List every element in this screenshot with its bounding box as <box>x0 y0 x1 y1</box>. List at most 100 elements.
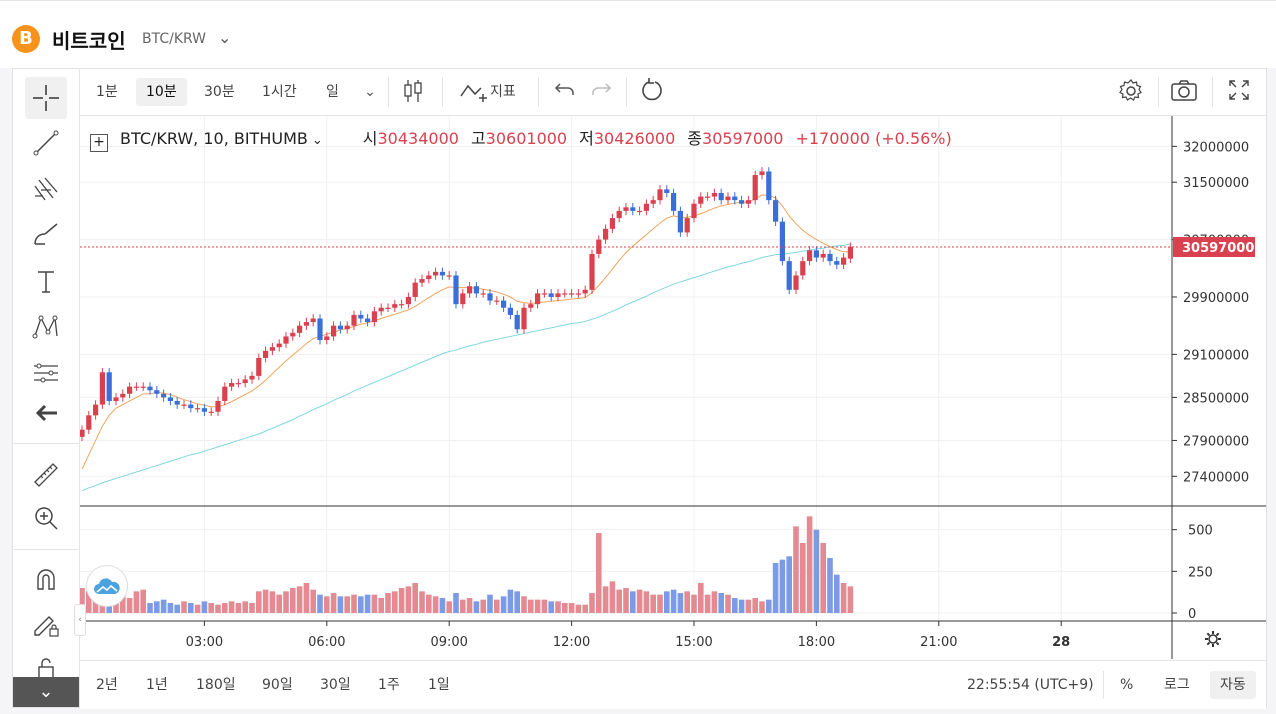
candle-type-icon[interactable] <box>400 78 426 106</box>
candle-body <box>841 257 847 265</box>
volume-bar <box>426 594 432 613</box>
volume-bar <box>317 594 323 613</box>
candle-body <box>745 200 751 204</box>
candle-body <box>426 275 432 280</box>
candle-body <box>630 207 636 211</box>
undo-icon[interactable] <box>552 78 578 106</box>
volume-bar <box>358 596 364 613</box>
volume-bar <box>528 599 534 613</box>
candle-body <box>562 293 568 295</box>
redo-icon[interactable] <box>588 78 614 106</box>
price-tick-label: 29100000 <box>1183 348 1249 363</box>
pattern-icon[interactable] <box>25 306 67 348</box>
price-tick-label: 28500000 <box>1183 391 1249 406</box>
coin-pair-selector[interactable]: BTC/KRW <box>142 31 207 47</box>
candle-body <box>297 325 303 333</box>
legend-symbol[interactable]: BTC/KRW, 10, BITHUMB <box>120 129 308 148</box>
volume-bar <box>446 601 452 613</box>
percent-scale-button[interactable]: % <box>1120 677 1134 693</box>
candle-body <box>732 196 738 201</box>
time-tick-label: 03:00 <box>186 635 223 650</box>
toolbar-divider <box>626 77 627 107</box>
auto-scale-button[interactable]: 자동 <box>1210 671 1256 699</box>
volume-bar <box>249 603 255 613</box>
candle-body <box>235 383 241 385</box>
range-1w[interactable]: 1주 <box>378 677 400 693</box>
brush-icon[interactable] <box>25 214 67 256</box>
camera-icon[interactable] <box>1170 78 1198 106</box>
volume-bar <box>745 599 752 613</box>
expand-legend-icon[interactable]: + <box>90 134 108 152</box>
collapse-tools-icon[interactable]: ‹ <box>74 604 86 636</box>
range-1d[interactable]: 1일 <box>428 677 450 693</box>
timeframe-1m[interactable]: 1분 <box>96 84 118 100</box>
chevron-down-icon[interactable]: ⌄ <box>218 28 232 47</box>
candle-body <box>433 271 439 276</box>
candle-body <box>698 196 704 204</box>
timeframe-1h[interactable]: 1시간 <box>262 84 297 100</box>
range-30d[interactable]: 30일 <box>320 677 351 693</box>
volume-bar <box>827 558 833 613</box>
chevron-down-icon[interactable]: ⌄ <box>364 84 376 100</box>
candle-body <box>779 221 785 262</box>
candle-body <box>188 404 194 409</box>
volume-bar <box>194 604 201 613</box>
timeframe-10m[interactable]: 10분 <box>136 78 187 106</box>
volume-tick-label: 0 <box>1188 607 1196 622</box>
refresh-icon[interactable] <box>640 78 666 106</box>
volume-bar <box>269 591 276 613</box>
ruler-icon[interactable] <box>25 454 67 496</box>
chart-toolbar: 1분 10분 30분 1시간 일 ⌄ 지표 <box>80 69 1266 116</box>
zoom-in-icon[interactable] <box>25 497 67 539</box>
volume-bar <box>276 594 282 613</box>
volume-bar <box>602 586 609 613</box>
text-icon[interactable] <box>25 260 67 302</box>
volume-bar <box>766 599 772 613</box>
fullscreen-icon[interactable] <box>1226 78 1252 106</box>
candle-body <box>494 300 500 302</box>
lock-pencil-icon[interactable] <box>25 603 67 645</box>
gear-icon[interactable] <box>1118 78 1144 106</box>
candle-body <box>800 261 806 276</box>
magnet-icon[interactable] <box>25 559 67 601</box>
indicator-button[interactable]: 지표 <box>490 84 516 100</box>
candle-body <box>671 192 677 211</box>
log-scale-button[interactable]: 로그 <box>1164 677 1190 693</box>
candle-body <box>664 189 670 193</box>
candle-body <box>331 325 337 337</box>
timeframe-day[interactable]: 일 <box>326 84 339 100</box>
range-90d[interactable]: 90일 <box>262 677 293 693</box>
tools-scroll-down-icon[interactable]: ⌄ <box>13 677 79 707</box>
volume-bar <box>575 604 582 613</box>
volume-bar <box>834 574 840 613</box>
clock-display[interactable]: 22:55:54 (UTC+9) <box>967 677 1094 693</box>
range-2y[interactable]: 2년 <box>96 677 118 693</box>
candle-body <box>548 293 554 297</box>
candle-body <box>589 253 595 290</box>
volume-bar <box>310 589 316 613</box>
volume-bar <box>453 593 459 613</box>
volume-bar <box>582 604 588 613</box>
indicator-icon[interactable] <box>458 78 492 106</box>
range-1y[interactable]: 1년 <box>146 677 168 693</box>
price-chart[interactable]: 3200000031500000307000002990000029100000… <box>80 116 1266 660</box>
fib-retracement-icon[interactable] <box>25 168 67 210</box>
volume-bar <box>555 601 561 613</box>
crosshair-icon[interactable] <box>25 77 67 119</box>
axis-settings-icon[interactable] <box>1205 631 1221 647</box>
range-180d[interactable]: 180일 <box>196 677 236 693</box>
prediction-icon[interactable] <box>25 352 67 394</box>
legend-close-label: 종 <box>687 129 703 148</box>
timeframe-30m[interactable]: 30분 <box>204 84 235 100</box>
time-tick-label: 06:00 <box>308 635 345 650</box>
candle-body <box>834 261 840 265</box>
arrow-left-icon[interactable] <box>25 392 67 434</box>
candle-body <box>133 386 139 388</box>
chevron-down-icon[interactable]: ⌄ <box>311 133 323 148</box>
volume-bar <box>636 589 643 613</box>
toolbar-divider <box>1158 77 1159 107</box>
volume-bar <box>208 603 214 613</box>
price-tick-label: 27400000 <box>1183 470 1249 485</box>
trend-line-icon[interactable] <box>25 122 67 164</box>
candle-body <box>487 293 493 301</box>
